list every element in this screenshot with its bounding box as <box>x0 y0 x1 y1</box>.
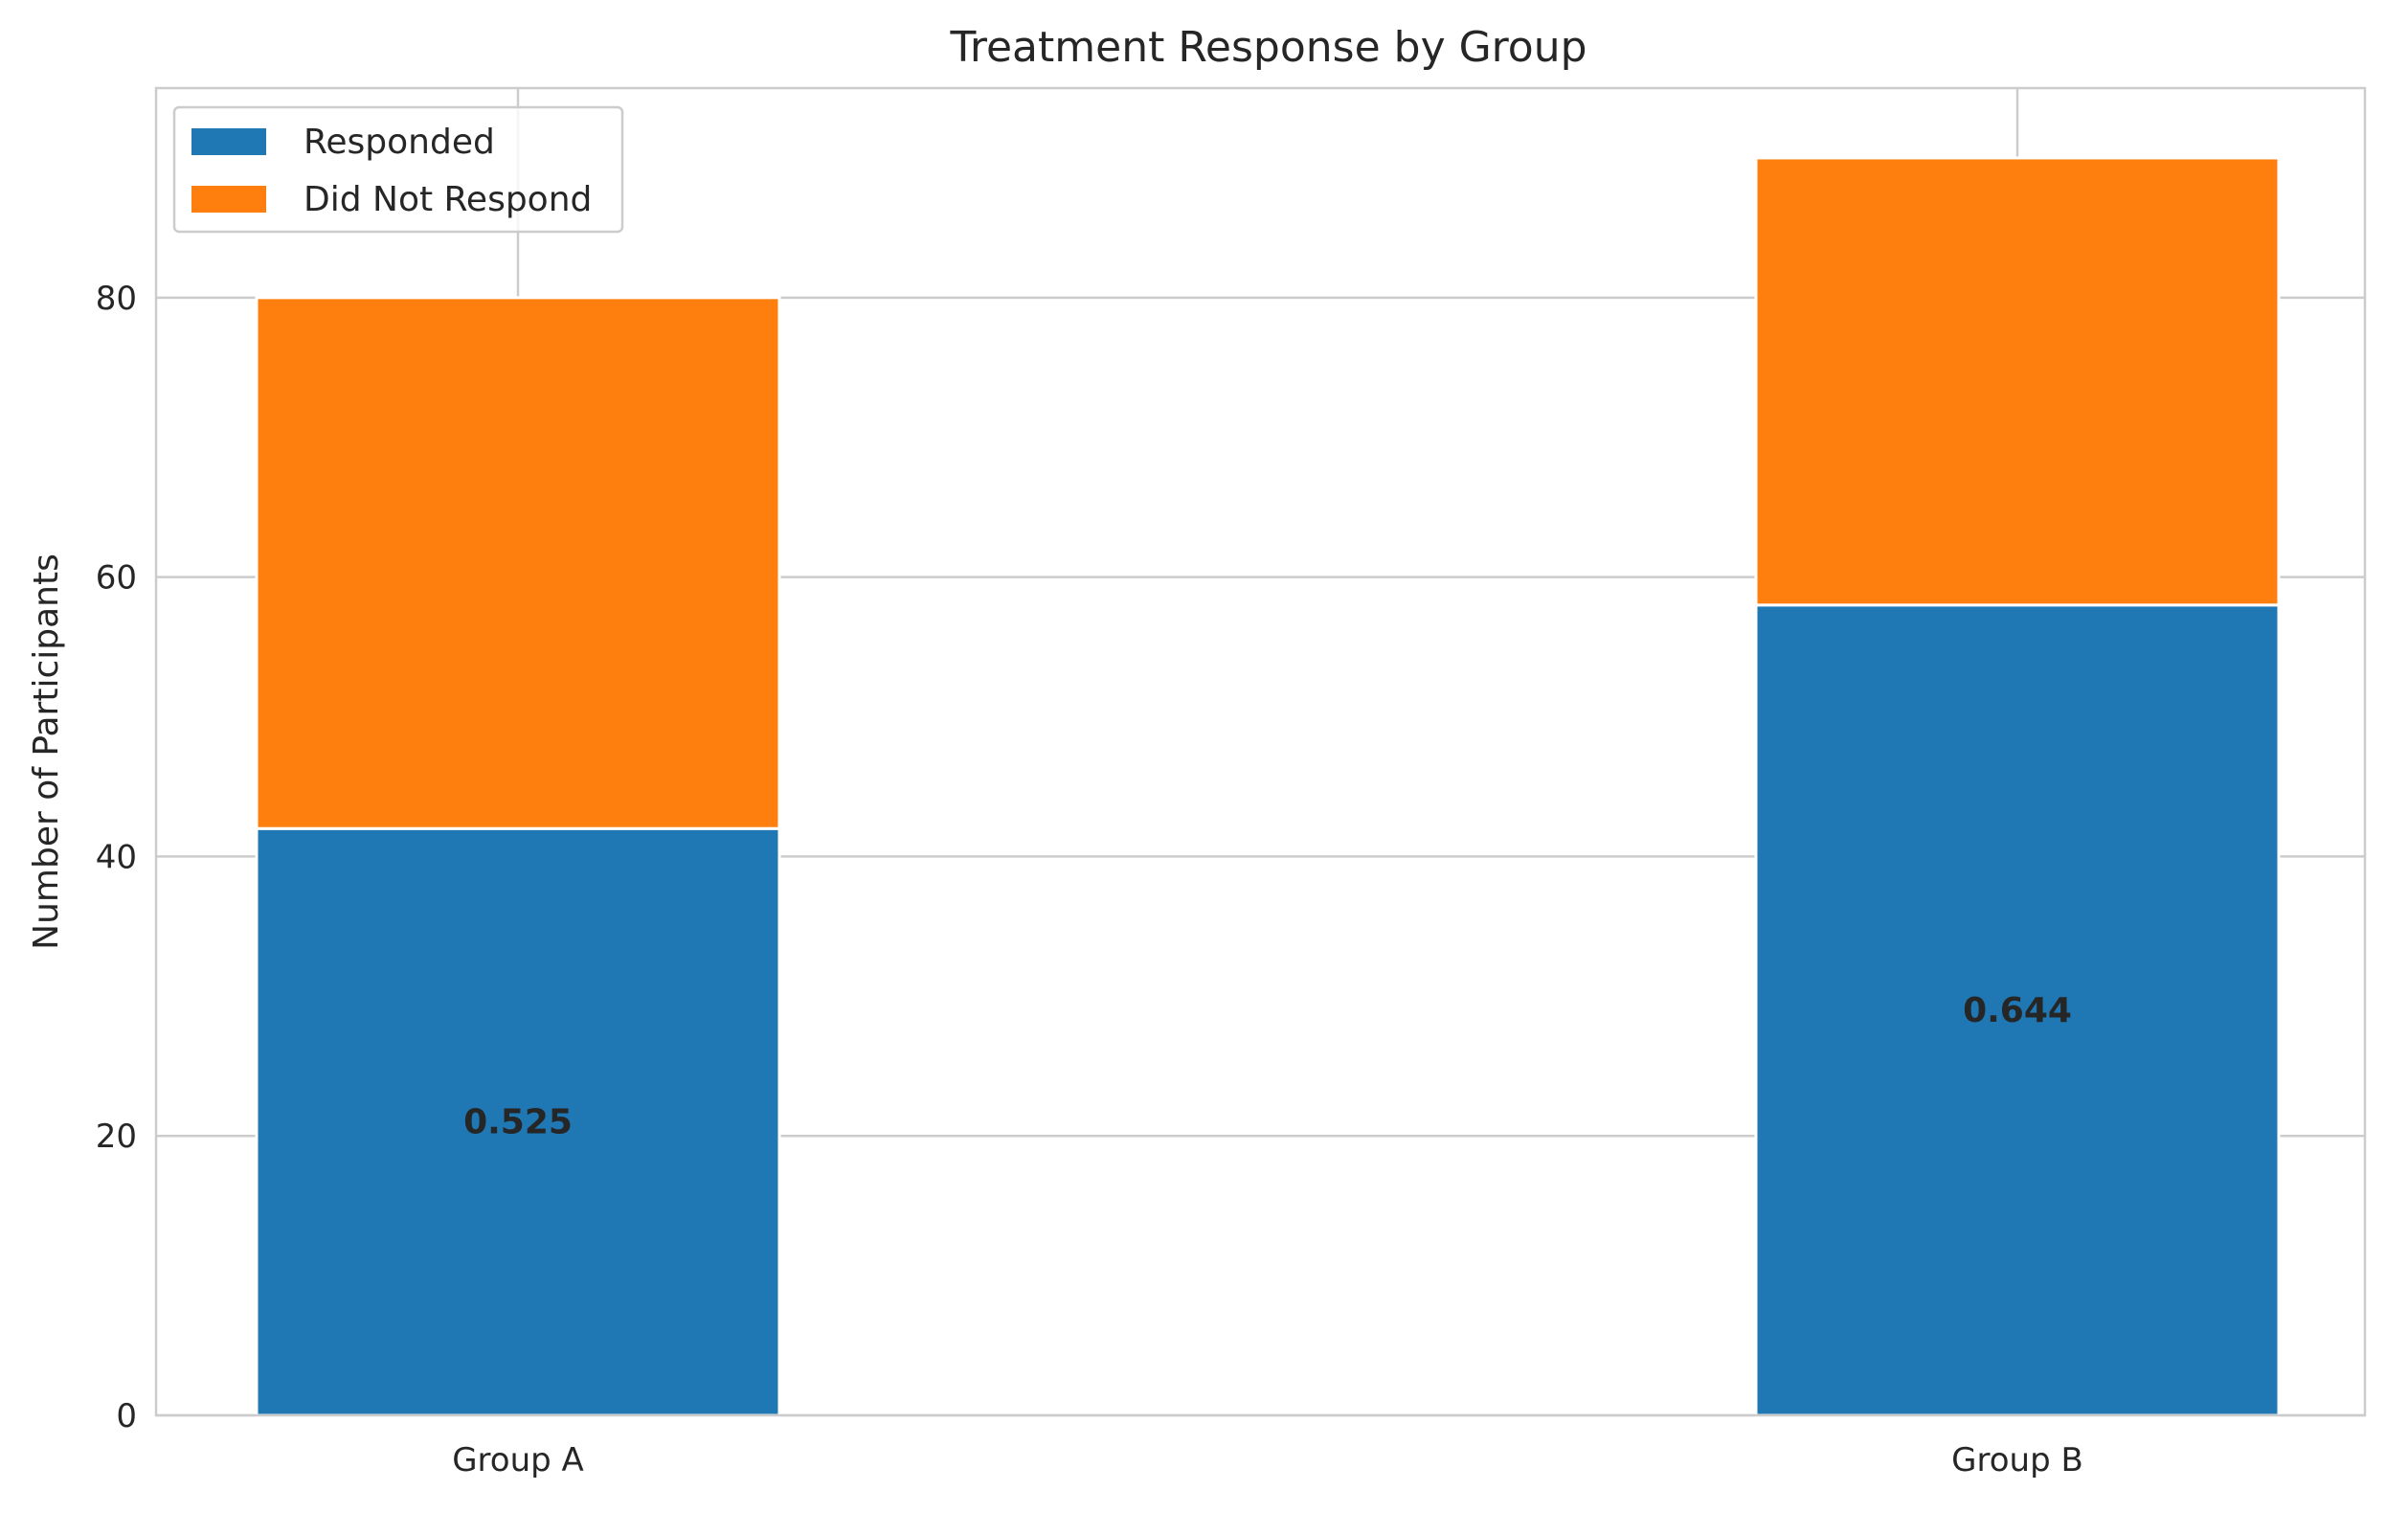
y-tick-label: 60 <box>96 559 137 598</box>
x-tick-label: Group A <box>452 1441 584 1479</box>
bar-responded-group-b <box>1754 603 2281 1417</box>
y-tick-label: 40 <box>96 838 137 876</box>
y-tick-label: 80 <box>96 280 137 318</box>
bar-did-not-respond-group-a <box>255 296 781 830</box>
axis-ticks: 0 20 40 60 80 Group A Group B <box>96 280 2083 1479</box>
bar-value-label: 0.644 <box>1963 991 2072 1030</box>
plot-frame <box>154 86 2367 1417</box>
legend-label: Did Not Respond <box>304 180 592 219</box>
y-axis-label: Number of Participants <box>27 553 66 950</box>
legend-swatch <box>191 186 266 213</box>
legend-swatch <box>191 128 266 155</box>
legend-label: Responded <box>304 123 495 162</box>
y-tick-label: 20 <box>96 1118 137 1156</box>
bar-value-label: 0.525 <box>463 1103 573 1142</box>
chart-title: Treatment Response by Group <box>949 23 1587 72</box>
legend-box <box>172 105 624 234</box>
bar-labels: 0.525 0.644 <box>463 991 2072 1142</box>
legend: Responded Did Not Respond <box>172 105 624 234</box>
bar-did-not-respond-group-b <box>1754 156 2281 607</box>
x-tick-label: Group B <box>1951 1441 2083 1479</box>
bars <box>255 156 2281 1417</box>
y-tick-label: 0 <box>116 1397 137 1435</box>
